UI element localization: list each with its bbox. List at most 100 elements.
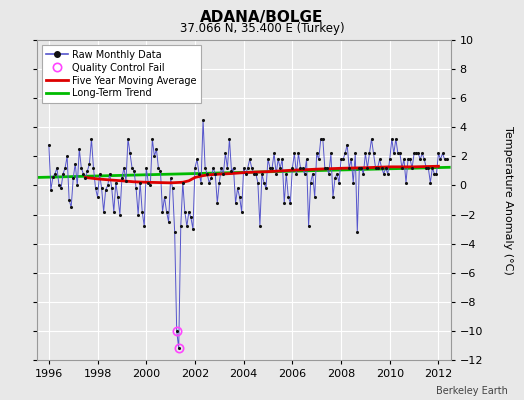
Point — [422, 165, 431, 171]
Point — [402, 179, 410, 186]
Point — [162, 208, 171, 215]
Point — [207, 175, 215, 181]
Point — [189, 226, 197, 232]
Point — [379, 171, 388, 177]
Point — [95, 171, 104, 177]
Point — [381, 165, 390, 171]
Point — [331, 175, 339, 181]
Point — [85, 160, 94, 167]
Point — [325, 171, 333, 177]
Point — [122, 178, 130, 184]
Point — [343, 142, 352, 148]
Point — [272, 171, 280, 177]
Point — [321, 165, 329, 171]
Point — [309, 171, 317, 177]
Point — [57, 185, 65, 192]
Point — [304, 223, 313, 229]
Point — [420, 156, 429, 162]
Point — [323, 165, 331, 171]
Point — [369, 150, 378, 157]
Point — [252, 171, 260, 177]
Point — [120, 165, 128, 171]
Point — [69, 175, 78, 181]
Point — [270, 150, 278, 157]
Point — [359, 171, 367, 177]
Point — [124, 136, 132, 142]
Point — [312, 150, 321, 157]
Point — [260, 179, 268, 186]
Point — [219, 171, 227, 177]
Point — [440, 156, 449, 162]
Point — [233, 185, 242, 192]
Point — [75, 146, 83, 152]
Point — [292, 171, 301, 177]
Point — [114, 194, 122, 200]
Y-axis label: Temperature Anomaly (°C): Temperature Anomaly (°C) — [503, 126, 512, 274]
Text: Berkeley Earth: Berkeley Earth — [436, 386, 508, 396]
Point — [132, 185, 140, 192]
Point — [264, 156, 272, 162]
Point — [184, 208, 193, 215]
Point — [242, 171, 250, 177]
Point — [209, 165, 217, 171]
Point — [404, 156, 412, 162]
Point — [290, 150, 299, 157]
Point — [237, 208, 246, 215]
Point — [181, 208, 189, 215]
Point — [316, 136, 325, 142]
Point — [197, 179, 205, 186]
Point — [88, 136, 96, 142]
Point — [172, 328, 181, 334]
Point — [333, 171, 341, 177]
Point — [282, 171, 290, 177]
Point — [213, 200, 222, 206]
Point — [81, 175, 90, 181]
Point — [174, 345, 183, 352]
Point — [107, 185, 116, 192]
Point — [79, 171, 88, 177]
Point — [400, 156, 408, 162]
Point — [390, 150, 398, 157]
Point — [274, 156, 282, 162]
Point — [434, 150, 443, 157]
Point — [361, 150, 369, 157]
Point — [230, 165, 238, 171]
Point — [150, 153, 159, 160]
Point — [51, 171, 59, 177]
Point — [45, 142, 53, 148]
Point — [347, 156, 355, 162]
Point — [418, 150, 427, 157]
Point — [110, 208, 118, 215]
Point — [339, 156, 347, 162]
Point — [193, 156, 201, 162]
Point — [93, 194, 102, 200]
Point — [136, 179, 144, 186]
Point — [351, 150, 359, 157]
Point — [408, 165, 416, 171]
Point — [377, 165, 386, 171]
Point — [439, 150, 447, 157]
Point — [424, 165, 432, 171]
Point — [71, 160, 80, 167]
Point — [249, 171, 258, 177]
Point — [165, 219, 173, 225]
Point — [355, 165, 364, 171]
Point — [126, 150, 134, 157]
Point — [177, 223, 185, 229]
Point — [286, 200, 294, 206]
Point — [61, 165, 69, 171]
Point — [345, 165, 353, 171]
Point — [59, 171, 67, 177]
Point — [432, 171, 441, 177]
Point — [221, 150, 230, 157]
Point — [280, 200, 288, 206]
Point — [83, 168, 92, 174]
Point — [412, 150, 420, 157]
Point — [262, 185, 270, 192]
Point — [144, 179, 152, 186]
Point — [384, 171, 392, 177]
Point — [148, 136, 157, 142]
Point — [436, 156, 445, 162]
Point — [49, 174, 57, 180]
Point — [97, 185, 106, 192]
